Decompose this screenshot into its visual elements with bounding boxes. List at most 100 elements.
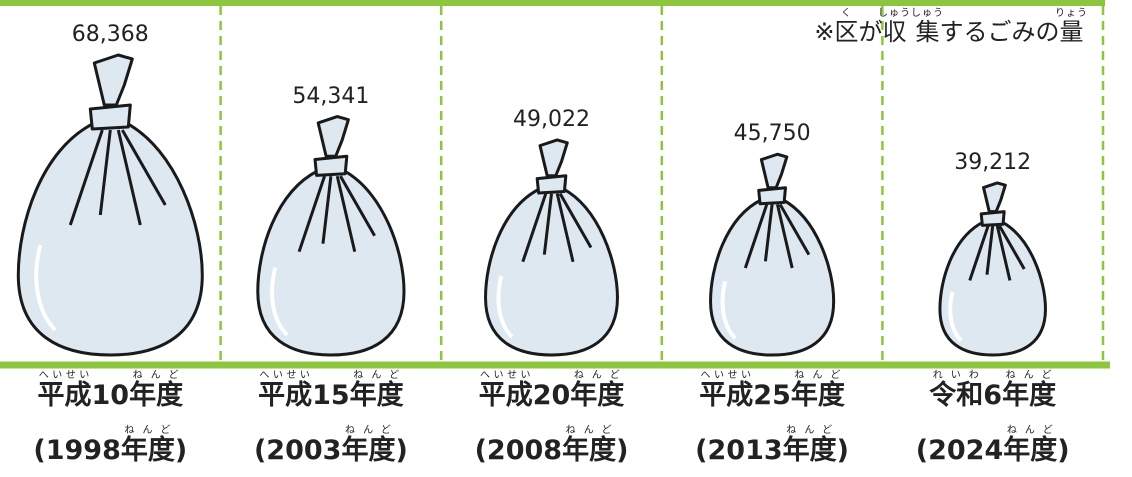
furigana: ねんど [1003, 425, 1057, 436]
bag-tie [759, 188, 786, 204]
year-label: (2003年度ねんど) [254, 425, 408, 467]
bag-knot [94, 55, 132, 105]
text: (2024 [916, 435, 1004, 466]
year-label: (2008年度ねんど) [475, 425, 629, 467]
ruby-text: 平成へいせい [258, 380, 312, 411]
base-text: 年度 [350, 380, 404, 411]
ruby-text: 令和れいわ [929, 380, 983, 411]
value-label: 68,368 [72, 22, 149, 47]
text: (2008 [475, 435, 563, 466]
text: ※ [814, 18, 834, 46]
ruby-text: 年度ねんど [562, 435, 616, 466]
category-label: 令和れいわ6年度ねんど [929, 370, 1056, 412]
bag-tie [537, 176, 566, 193]
base-text: 年度 [129, 380, 183, 411]
base-text: 令和 [929, 380, 983, 411]
bag-tie [315, 156, 347, 175]
text: ) [616, 435, 628, 466]
furigana: へいせい [258, 370, 312, 381]
garbage-bag [258, 117, 404, 355]
ruby-text: 年度ねんど [129, 380, 183, 411]
bag-tie [981, 212, 1004, 226]
furigana: へいせい [38, 370, 92, 381]
furigana: ねんど [129, 370, 183, 381]
base-text: 収集 [878, 18, 944, 46]
note: ※区くが収集しゅうしゅうするごみの量りょう [814, 8, 1088, 47]
text: ) [395, 435, 407, 466]
text: 6 [983, 380, 1002, 411]
ruby-text: 平成へいせい [479, 380, 533, 411]
furigana: ねんど [791, 370, 845, 381]
text: するごみの [940, 18, 1060, 46]
category-label: 平成へいせい10年度ねんど [38, 370, 184, 412]
furigana: へいせい [479, 370, 533, 381]
ruby-text: 年度ねんど [791, 380, 845, 411]
category-label: 平成へいせい15年度ねんど [258, 370, 404, 412]
ruby-text: 年度ねんど [350, 380, 404, 411]
bag-knot [761, 154, 786, 187]
ruby-text: 年度ねんど [121, 435, 175, 466]
garbage-bag [711, 154, 834, 355]
base-text: 量 [1055, 18, 1088, 46]
furigana: ねんど [1002, 370, 1056, 381]
bag-knot [318, 117, 348, 157]
furigana: ねんど [121, 425, 175, 436]
bag-tie [90, 105, 130, 129]
text: ) [837, 435, 849, 466]
text: ) [175, 435, 187, 466]
text: 10 [92, 380, 130, 411]
base-text: 区 [835, 18, 859, 46]
furigana: しゅうしゅう [878, 8, 944, 19]
base-text: 年度 [341, 435, 395, 466]
base-text: 平成 [699, 380, 753, 411]
value-label: 54,341 [292, 84, 369, 109]
base-text: 年度 [1003, 435, 1057, 466]
furigana: ねんど [562, 425, 616, 436]
base-text: 年度 [1002, 380, 1056, 411]
text: 20 [533, 380, 571, 411]
base-text: 平成 [479, 380, 533, 411]
text: 15 [312, 380, 350, 411]
bag-knot [540, 140, 567, 176]
base-text: 年度 [562, 435, 616, 466]
year-label: (1998年度ねんど) [33, 425, 187, 467]
year-label: (2013年度ねんど) [695, 425, 849, 467]
ruby-text: 年度ねんど [783, 435, 837, 466]
furigana: く [835, 8, 859, 19]
base-text: 年度 [570, 380, 624, 411]
ruby-text: 量りょう [1060, 18, 1089, 46]
bag-knot [984, 183, 1006, 212]
ruby-text: 平成へいせい [38, 380, 92, 411]
base-text: 平成 [258, 380, 312, 411]
text: 25 [753, 380, 791, 411]
ruby-text: 区く [835, 18, 859, 46]
value-label: 45,750 [734, 121, 811, 146]
base-text: 年度 [121, 435, 175, 466]
base-text: 年度 [791, 380, 845, 411]
furigana: ねんど [570, 370, 624, 381]
text: (1998 [33, 435, 121, 466]
value-label: 49,022 [513, 107, 590, 132]
ruby-text: 年度ねんど [1003, 435, 1057, 466]
garbage-bag [486, 140, 618, 355]
base-text: 年度 [783, 435, 837, 466]
chart: ※区くが収集しゅうしゅうするごみの量りょう 68,368平成へいせい10年度ねん… [0, 0, 1132, 477]
value-label: 39,212 [954, 150, 1031, 175]
furigana: ねんど [341, 425, 395, 436]
furigana: れいわ [929, 370, 983, 381]
ruby-text: 平成へいせい [699, 380, 753, 411]
furigana: へいせい [699, 370, 753, 381]
garbage-bag [940, 183, 1046, 355]
ruby-text: 年度ねんど [1002, 380, 1056, 411]
year-label: (2024年度ねんど) [916, 425, 1070, 467]
furigana: ねんど [783, 425, 837, 436]
ruby-text: 収集しゅうしゅう [883, 18, 940, 46]
furigana: りょう [1055, 8, 1088, 19]
text: ) [1057, 435, 1069, 466]
text: (2013 [695, 435, 783, 466]
garbage-bag [18, 55, 202, 355]
ruby-text: 年度ねんど [341, 435, 395, 466]
category-label: 平成へいせい20年度ねんど [479, 370, 625, 412]
category-label: 平成へいせい25年度ねんど [699, 370, 845, 412]
base-text: 平成 [38, 380, 92, 411]
